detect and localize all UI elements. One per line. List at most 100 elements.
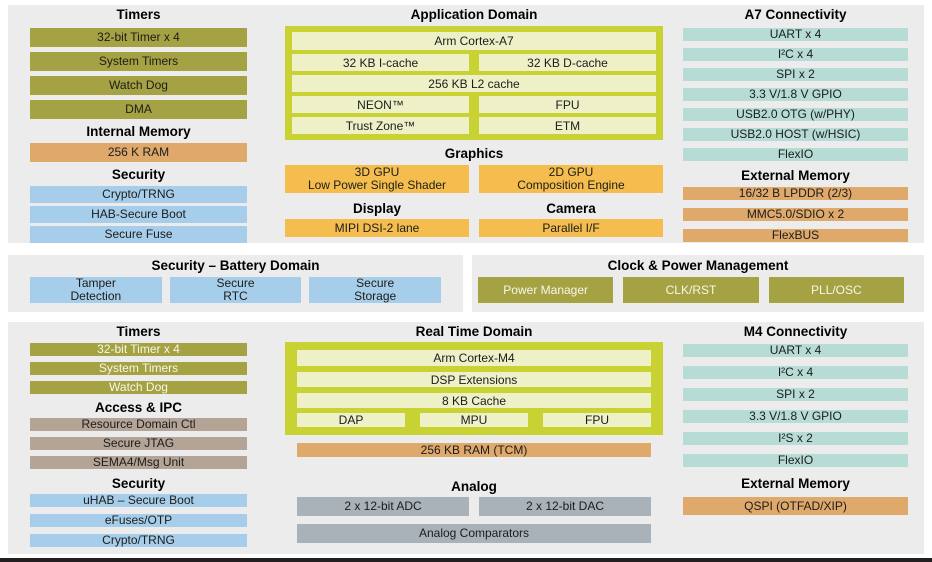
security-battery-heading: Security – Battery Domain (151, 258, 320, 273)
block-secure-storage: Secure Storage (309, 277, 442, 303)
timers-heading: Timers (116, 7, 161, 22)
m4-timers-heading: Timers (116, 324, 161, 339)
block-m4-watch-dog: Watch Dog (30, 381, 247, 394)
block-crypto-trng: Crypto/TRNG (30, 186, 247, 203)
block-clk-rst: CLK/RST (623, 277, 759, 303)
block-m4-32bit-timer: 32-bit Timer x 4 (30, 343, 247, 356)
block-2d-gpu: 2D GPU Composition Engine (479, 165, 663, 193)
bottom-border-line (0, 558, 932, 562)
neon-fpu-row: NEON™ FPU (292, 96, 656, 113)
m4-peripherals-column: Timers 32-bit Timer x 4 System Timers Wa… (30, 324, 247, 554)
block-power-manager: Power Manager (478, 277, 614, 303)
block-dcache: 32 KB D-cache (479, 54, 656, 71)
block-l2-cache: 256 KB L2 cache (292, 75, 656, 92)
block-uhab-secure-boot: uHAB – Secure Boot (30, 494, 247, 507)
block-dap: DAP (297, 413, 405, 427)
access-ipc-heading: Access & IPC (94, 400, 183, 415)
block-m4-system-timers: System Timers (30, 362, 247, 375)
block-mipi-dsi: MIPI DSI-2 lane (285, 219, 469, 237)
block-m4-uart: UART x 4 (683, 344, 908, 357)
block-trust-zone: Trust Zone™ (292, 117, 469, 134)
block-tamper-detection: Tamper Detection (30, 277, 162, 303)
block-m4-flexio: FlexIO (683, 454, 908, 467)
block-icache: 32 KB I-cache (292, 54, 469, 71)
m4-external-memory-heading: External Memory (741, 476, 850, 491)
dap-mpu-fpu-row: DAP MPU FPU (297, 413, 651, 427)
block-dsp-extensions: DSP Extensions (297, 372, 651, 387)
m4-connectivity-heading: M4 Connectivity (743, 324, 848, 339)
a7-external-memory-heading: External Memory (741, 168, 850, 183)
block-a7-i2c: I²C x 4 (683, 48, 908, 61)
security-battery-domain-panel: Security – Battery Domain Tamper Detecti… (8, 255, 463, 312)
block-efuses-otp: eFuses/OTP (30, 514, 247, 527)
block-m4-i2c: I²C x 4 (683, 366, 908, 379)
block-secure-jtag: Secure JTAG (30, 437, 247, 450)
block-dac: 2 x 12-bit DAC (479, 497, 651, 516)
block-lpddr: 16/32 B LPDDR (2/3) (683, 187, 908, 200)
block-etm: ETM (479, 117, 656, 134)
block-sema4-msg-unit: SEMA4/Msg Unit (30, 456, 247, 469)
block-watch-dog: Watch Dog (30, 76, 247, 95)
block-usb-otg: USB2.0 OTG (w/PHY) (683, 108, 908, 121)
display-heading: Display (352, 201, 402, 216)
real-time-domain-heading: Real Time Domain (415, 324, 533, 339)
block-arm-cortex-a7: Arm Cortex-A7 (292, 32, 656, 50)
a7-connectivity-heading: A7 Connectivity (744, 7, 847, 22)
block-32bit-timer: 32-bit Timer x 4 (30, 28, 247, 47)
block-8kb-cache: 8 KB Cache (297, 393, 651, 408)
a7-security-heading: Security (111, 167, 166, 182)
block-dma: DMA (30, 100, 247, 119)
clock-power-row: Power Manager CLK/RST PLL/OSC (472, 277, 924, 303)
a7-peripherals-column: Timers 32-bit Timer x 4 System Timers Wa… (30, 7, 247, 246)
cortex-a7-cluster: Arm Cortex-A7 32 KB I-cache 32 KB D-cach… (285, 26, 663, 140)
block-m4-i2s: I²S x 2 (683, 432, 908, 445)
m4-security-heading: Security (111, 476, 166, 491)
clock-power-heading: Clock & Power Management (607, 258, 789, 273)
battery-domain-row: Tamper Detection Secure RTC Secure Stora… (8, 277, 463, 303)
a7-domain-panel: Timers 32-bit Timer x 4 System Timers Wa… (8, 5, 924, 243)
block-m4-spi: SPI x 2 (683, 388, 908, 401)
block-system-timers: System Timers (30, 52, 247, 71)
block-a7-uart: UART x 4 (683, 28, 908, 41)
block-a7-spi: SPI x 2 (683, 68, 908, 81)
application-domain-column: Application Domain Arm Cortex-A7 32 KB I… (285, 7, 663, 237)
display-camera-row: MIPI DSI-2 lane Parallel I/F (285, 219, 663, 237)
gpu-row: 3D GPU Low Power Single Shader 2D GPU Co… (285, 165, 663, 193)
camera-heading: Camera (546, 201, 596, 216)
graphics-heading: Graphics (444, 146, 504, 161)
analog-heading: Analog (451, 479, 497, 494)
block-adc: 2 x 12-bit ADC (297, 497, 469, 516)
block-3d-gpu: 3D GPU Low Power Single Shader (285, 165, 469, 193)
block-fpu-a7: FPU (479, 96, 656, 113)
application-domain-heading: Application Domain (410, 7, 538, 22)
real-time-domain-column: Real Time Domain Arm Cortex-M4 DSP Exten… (285, 324, 663, 543)
block-a7-gpio: 3.3 V/1.8 V GPIO (683, 88, 908, 101)
block-a7-flexio: FlexIO (683, 148, 908, 161)
a7-connectivity-column: A7 Connectivity UART x 4 I²C x 4 SPI x 2… (683, 7, 908, 250)
adc-dac-row: 2 x 12-bit ADC 2 x 12-bit DAC (297, 497, 651, 516)
block-flexbus: FlexBUS (683, 229, 908, 242)
block-resource-domain-ctl: Resource Domain Ctl (30, 418, 247, 431)
block-hab-secure-boot: HAB-Secure Boot (30, 206, 247, 223)
block-secure-fuse: Secure Fuse (30, 226, 247, 243)
block-qspi: QSPI (OTFAD/XIP) (683, 497, 908, 515)
block-pll-osc: PLL/OSC (768, 277, 904, 303)
m4-connectivity-column: M4 Connectivity UART x 4 I²C x 4 SPI x 2… (683, 324, 908, 515)
trustzone-etm-row: Trust Zone™ ETM (292, 117, 656, 134)
block-m4-gpio: 3.3 V/1.8 V GPIO (683, 410, 908, 423)
m4-domain-panel: Timers 32-bit Timer x 4 System Timers Wa… (8, 322, 924, 554)
block-m4-crypto-trng: Crypto/TRNG (30, 534, 247, 547)
block-mmc-sdio: MMC5.0/SDIO x 2 (683, 208, 908, 221)
block-tcm-ram: 256 KB RAM (TCM) (297, 443, 651, 457)
block-analog-comparators: Analog Comparators (297, 524, 651, 543)
block-256k-ram: 256 K RAM (30, 143, 247, 162)
block-parallel-if: Parallel I/F (479, 219, 663, 237)
block-neon: NEON™ (292, 96, 469, 113)
cache-row: 32 KB I-cache 32 KB D-cache (292, 54, 656, 71)
cortex-m4-cluster: Arm Cortex-M4 DSP Extensions 8 KB Cache … (285, 342, 663, 435)
clock-power-management-panel: Clock & Power Management Power Manager C… (472, 255, 924, 312)
block-secure-rtc: Secure RTC (169, 277, 302, 303)
block-mpu: MPU (420, 413, 528, 427)
block-usb-host: USB2.0 HOST (w/HSIC) (683, 128, 908, 141)
